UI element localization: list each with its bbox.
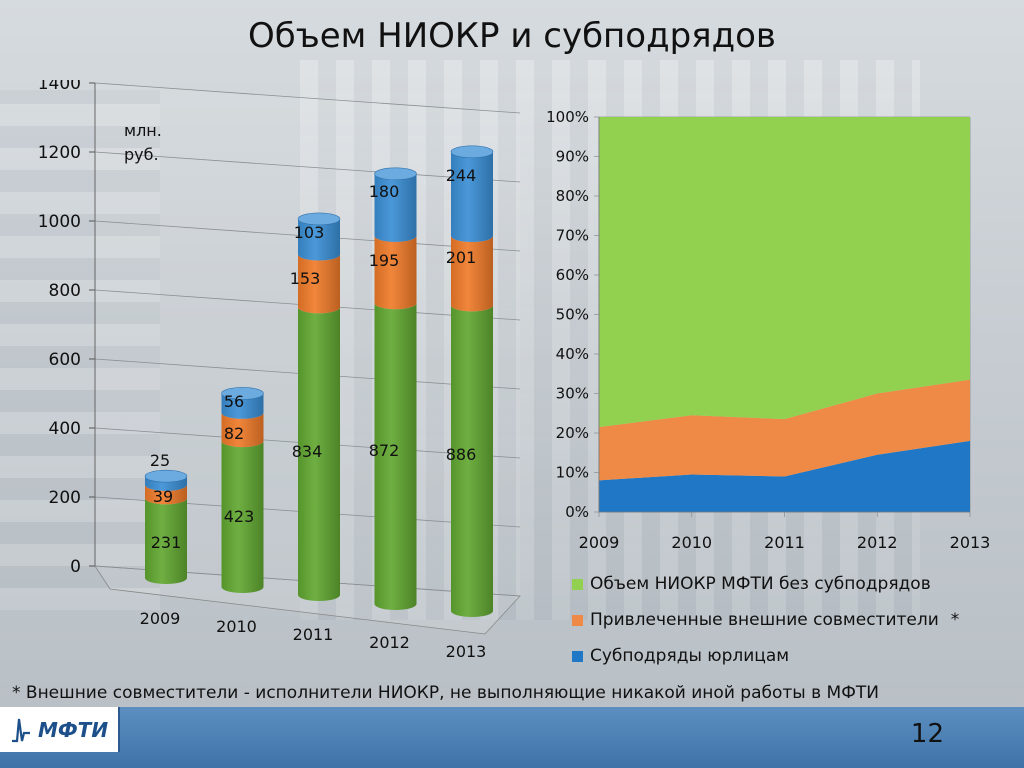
bar-segment-green-2010: [221, 441, 264, 593]
y-tick-label: 70%: [556, 227, 589, 245]
x-tick-label: 2010: [671, 533, 712, 552]
cylinder-2009: [144, 469, 188, 584]
data-label-orange-2012: 195: [369, 251, 400, 270]
background-texture-left: [0, 90, 160, 610]
bar-segment-orange-2009: [145, 484, 187, 505]
data-label-blue-2011: 103: [294, 223, 325, 242]
slide-title: Объем НИОКР и субподрядов: [248, 16, 776, 56]
legend-asterisk: *: [950, 610, 960, 630]
y-gridline: [94, 82, 521, 114]
y-tick-label: 0%: [565, 503, 589, 521]
bar-segment-blue-2013: [451, 151, 493, 242]
cylinder-top-cap-2010: [221, 387, 264, 400]
bar-segment-blue-2012: [374, 173, 417, 242]
legend-label-niokr: Объем НИОКР МФТИ без субподрядов: [590, 574, 931, 594]
y-tick-label: 90%: [556, 148, 589, 166]
mipt-logo: МФТИ: [0, 707, 120, 752]
stacked-cylinder-bar-chart: 0 200 400 600 800 1000 1200 1400 млн. руб. 2009 201…: [38, 80, 521, 661]
y-gridline: [94, 151, 521, 183]
data-label-orange-2011: 153: [290, 269, 321, 288]
y-tick-label: 30%: [556, 385, 589, 403]
x-tick-label: 2012: [857, 533, 898, 552]
bar-segment-orange-2012: [374, 235, 417, 310]
legend-item-niokr: Объем НИОКР МФТИ без субподрядов: [572, 566, 1012, 602]
y-tick-label: 50%: [556, 306, 589, 324]
legend-swatch-blue: [572, 650, 583, 662]
y-tick-label: 10%: [556, 464, 589, 482]
y-tick-label: 1400: [38, 80, 81, 94]
cylinder-2010: [221, 387, 264, 593]
x-tick-label: 2011: [764, 533, 805, 552]
logo-wave-icon: [11, 718, 30, 742]
footer-bar: МФТИ 12: [0, 707, 1024, 768]
x-category-label: 2011: [293, 625, 334, 644]
data-label-blue-2013: 244: [446, 166, 477, 185]
data-label-blue-2009: 25: [150, 451, 170, 470]
bar-segment-blue-2011: [298, 218, 340, 261]
y-tick-label: 800: [49, 281, 81, 301]
cylinder-top-cap-2011: [297, 212, 341, 226]
x-category-label: 2013: [446, 642, 487, 661]
data-label-blue-2010: 56: [224, 392, 244, 411]
data-label-orange-2010: 82: [224, 424, 244, 443]
y-tick-label: 20%: [556, 424, 589, 442]
data-label-green-2011: 834: [292, 442, 323, 461]
bar-segment-orange-2013: [451, 235, 493, 312]
cylinder-2013: [450, 145, 494, 617]
data-label-green-2009: 231: [151, 533, 182, 552]
cylinder-top-cap-2012: [374, 167, 417, 181]
y-tick-label: 40%: [556, 345, 589, 363]
data-label-green-2010: 423: [224, 507, 255, 526]
cylinder-top-cap-2009: [144, 469, 188, 483]
area-niokr: [599, 117, 970, 428]
x-category-label: 2010: [216, 617, 257, 636]
y-tick-label: 0: [70, 557, 81, 577]
x-tick-label: 2013: [950, 533, 991, 552]
bar-segment-orange-2011: [298, 254, 340, 314]
cylinder-top-cap-2013: [450, 145, 494, 159]
legend-label-subcontract: Субподряды юрлицам: [590, 646, 790, 666]
bar-segment-blue-2010: [221, 393, 264, 419]
footnote: * Внешние совместители - исполнители НИО…: [12, 683, 879, 703]
data-label-orange-2013: 201: [446, 248, 477, 267]
bar-segment-green-2011: [298, 307, 340, 601]
legend-item-external: Привлеченные внешние совместители *: [572, 602, 1012, 638]
x-category-label: 2009: [140, 609, 181, 628]
bar-segment-green-2012: [374, 303, 417, 610]
unit-label: млн. руб.: [124, 121, 162, 164]
x-tick-label: 2009: [579, 533, 620, 552]
legend-item-subcontract: Субподряды юрлицам: [572, 638, 1012, 674]
bar-segment-green-2009: [145, 498, 187, 584]
y-tick-label: 1200: [38, 143, 81, 163]
y-tick-label: 200: [49, 488, 81, 508]
page-number: 12: [910, 719, 944, 749]
cylinder-2012: [374, 167, 417, 610]
area-chart-legend: Объем НИОКР МФТИ без субподрядов Привлеч…: [572, 566, 1012, 674]
data-label-green-2012: 872: [369, 441, 400, 460]
data-label-orange-2009: 39: [153, 487, 173, 506]
legend-swatch-green: [572, 578, 583, 590]
data-label-blue-2012: 180: [369, 182, 400, 201]
area-external: [599, 379, 970, 481]
y-tick-label: 80%: [556, 187, 589, 205]
y-tick-label: 1000: [38, 212, 81, 232]
legend-swatch-orange: [572, 614, 583, 626]
y-tick-label: 100%: [546, 108, 589, 126]
y-tick-label: 60%: [556, 266, 589, 284]
data-label-green-2013: 886: [446, 445, 477, 464]
bar-segment-orange-2010: [221, 412, 264, 448]
percent-stacked-area-chart: 0% 10% 20% 30% 40% 50% 60% 70% 80% 90% 100% 2009 201…: [546, 108, 991, 552]
legend-label-external: Привлеченные внешние совместители: [590, 610, 939, 630]
logo-text: МФТИ: [37, 717, 109, 742]
y-tick-label: 600: [49, 350, 81, 370]
bar-segment-blue-2009: [145, 476, 187, 491]
bar-segment-green-2013: [451, 305, 493, 617]
y-tick-label: 400: [49, 419, 81, 439]
cylinder-2011: [297, 212, 341, 601]
x-category-label: 2012: [369, 633, 410, 652]
